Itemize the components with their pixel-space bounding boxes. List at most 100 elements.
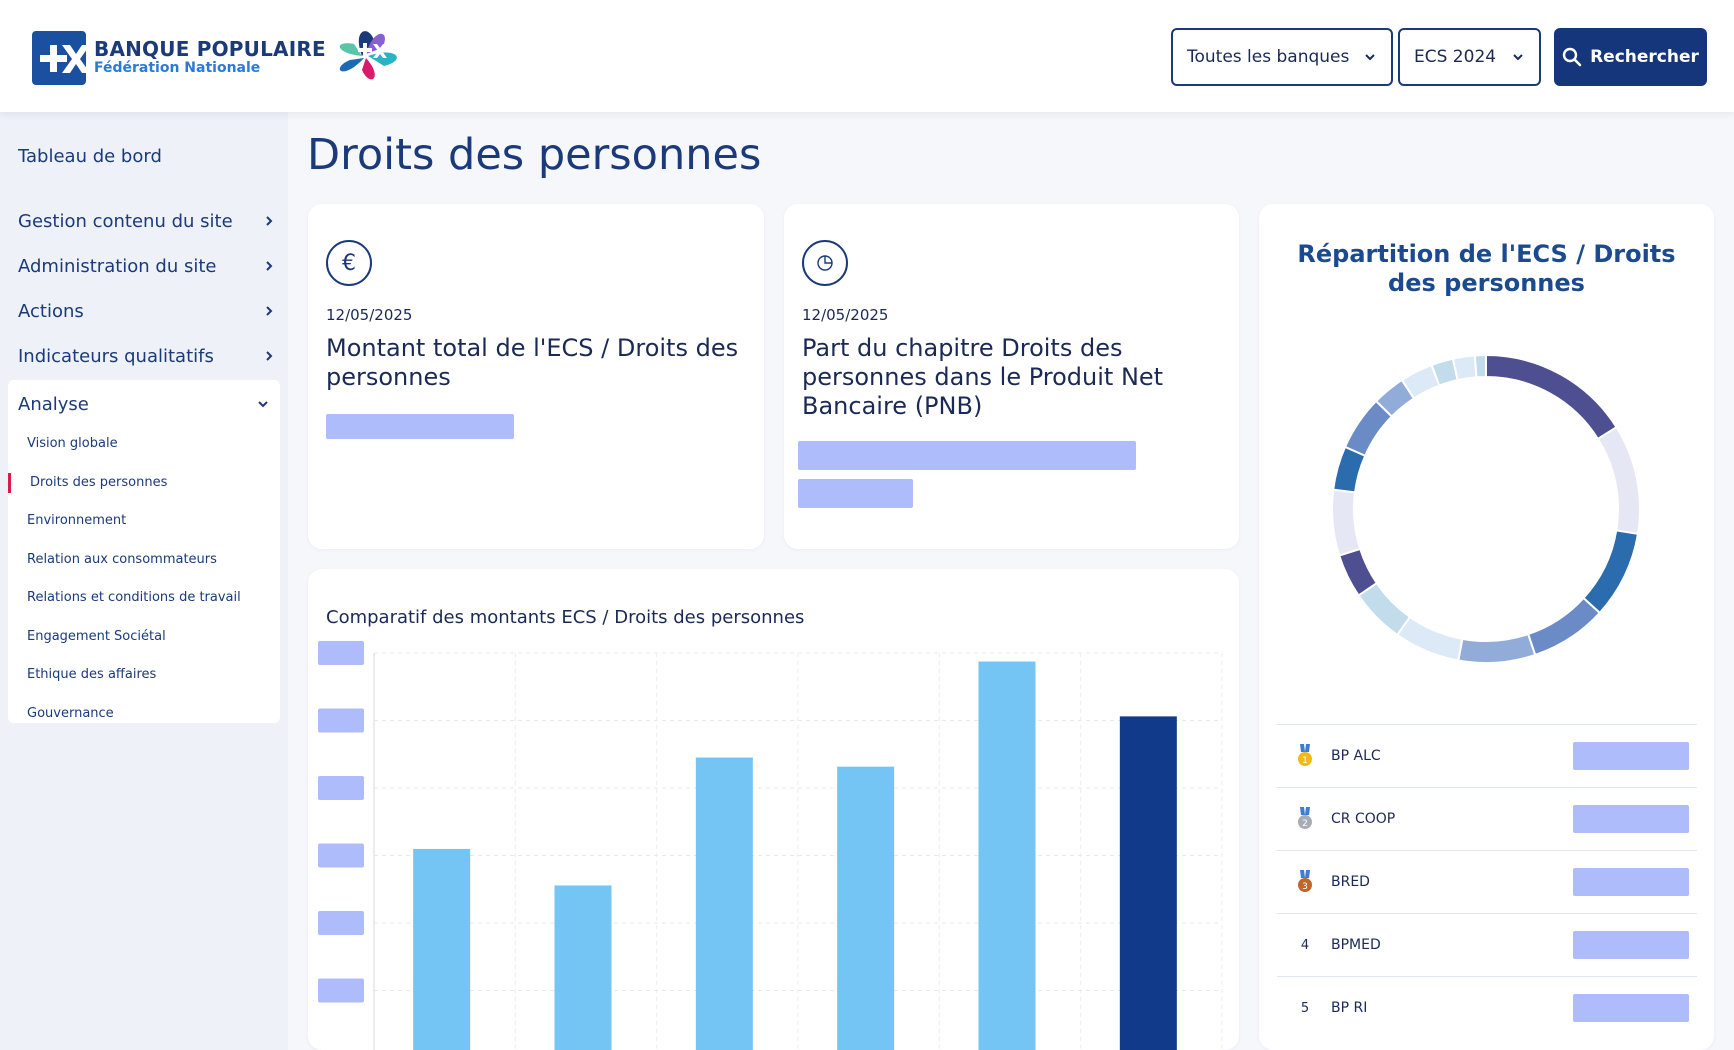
ranking-name: BP RI [1331, 1000, 1368, 1016]
chevron-right-icon [266, 351, 273, 361]
ranking-name: BP ALC [1331, 748, 1381, 764]
sidebar-subitem-consumer-relations[interactable]: Relation aux consommateurs [27, 552, 217, 567]
gold-medal-icon: 1 [1291, 744, 1319, 768]
chart-title: Comparatif des montants ECS / Droits des… [326, 607, 805, 628]
federation-emblem-icon [339, 31, 397, 80]
sidebar-item-dashboard[interactable]: Tableau de bord [18, 146, 162, 167]
kpi-card-total-amount: € 12/05/2025 Montant total de l'ECS / Dr… [308, 204, 764, 549]
donut-slice[interactable] [1473, 353, 1487, 379]
bank-select[interactable]: Toutes les banques [1171, 28, 1393, 86]
value-placeholder [1573, 868, 1689, 896]
bar[interactable] [978, 661, 1036, 1050]
sidebar-item-label: Gestion contenu du site [18, 210, 233, 232]
bronze-medal-icon: 3 [1291, 870, 1319, 894]
ranking-name: CR COOP [1331, 811, 1396, 827]
comparison-chart-card: Comparatif des montants ECS / Droits des… [308, 569, 1239, 1050]
kpi-date: 12/05/2025 [326, 306, 413, 324]
sidebar-item-content-management[interactable]: Gestion contenu du site [18, 206, 276, 236]
donut-slice[interactable] [1331, 488, 1362, 557]
svg-text:1: 1 [1302, 756, 1308, 766]
sidebar-subitem-global-view[interactable]: Vision globale [27, 436, 118, 451]
page-title: Droits des personnes [307, 130, 762, 180]
value-placeholder [1573, 805, 1689, 833]
donut-slice[interactable] [1457, 632, 1537, 664]
sidebar-subitem-human-rights[interactable]: Droits des personnes [30, 475, 168, 490]
sidebar-item-label: Actions [18, 300, 84, 322]
sidebar-subitem-business-ethics[interactable]: Ethique des affaires [27, 667, 157, 682]
donut-slice[interactable] [1582, 529, 1640, 615]
svg-text:2: 2 [1302, 819, 1308, 829]
sidebar-subitem-environment[interactable]: Environnement [27, 513, 127, 528]
chevron-down-icon [1513, 54, 1523, 61]
bar[interactable] [1119, 716, 1177, 1050]
sidebar-item-site-admin[interactable]: Administration du site [18, 251, 276, 281]
y-tick-label-placeholder [318, 641, 364, 665]
ranking-row[interactable]: 1 BP ALC [1277, 724, 1697, 787]
euro-icon: € [326, 240, 372, 286]
value-placeholder [1573, 742, 1689, 770]
brand-subtitle: Fédération Nationale [94, 60, 261, 76]
kpi-date: 12/05/2025 [802, 306, 889, 324]
sidebar-item-actions[interactable]: Actions [18, 296, 276, 326]
ranking-name: BRED [1331, 874, 1370, 890]
brand-title: BANQUE POPULAIRE [94, 37, 326, 61]
comparison-bar-chart [318, 641, 1223, 1050]
sidebar: Tableau de bord Gestion contenu du site … [0, 112, 288, 1050]
y-tick-label-placeholder [318, 708, 364, 733]
value-placeholder [1573, 994, 1689, 1022]
kpi-card-pnb-share: 12/05/2025 Part du chapitre Droits des p… [784, 204, 1239, 549]
chevron-right-icon [266, 261, 273, 271]
sidebar-item-analyse[interactable]: Analyse [18, 390, 270, 418]
banque-populaire-logo[interactable] [32, 31, 90, 85]
y-tick-label-placeholder [318, 978, 364, 1003]
y-tick-label-placeholder [318, 843, 364, 868]
sidebar-item-label: Administration du site [18, 255, 217, 277]
ranking-row[interactable]: 2 CR COOP [1277, 787, 1697, 850]
sidebar-item-qualitative-indicators[interactable]: Indicateurs qualitatifs [18, 341, 276, 371]
bar[interactable] [413, 848, 471, 1050]
donut-slice[interactable] [1395, 615, 1464, 662]
active-indicator [8, 473, 11, 493]
bar[interactable] [554, 885, 612, 1050]
chevron-down-icon [1365, 54, 1375, 61]
search-button-label: Rechercher [1590, 47, 1699, 67]
bar[interactable] [695, 757, 753, 1050]
sidebar-item-label: Analyse [18, 393, 89, 415]
chevron-down-icon [258, 401, 268, 408]
rank-number: 5 [1300, 1000, 1310, 1016]
donut-slice[interactable] [1526, 596, 1602, 657]
distribution-card: Répartition de l'ECS / Droits des person… [1259, 204, 1714, 1050]
y-tick-label-placeholder [318, 776, 364, 800]
rank-number: 4 [1300, 937, 1310, 953]
sidebar-section-analyse: Analyse Vision globale Droits des person… [8, 380, 280, 723]
distribution-title: Répartition de l'ECS / Droits des person… [1297, 240, 1676, 297]
bar[interactable] [837, 766, 895, 1050]
y-tick-label-placeholder [318, 911, 364, 935]
top-header: BANQUE POPULAIRE Fédération Nationale To… [0, 0, 1734, 112]
silver-medal-icon: 2 [1291, 807, 1319, 831]
value-placeholder [1573, 931, 1689, 959]
chevron-right-icon [266, 306, 273, 316]
search-icon [1562, 47, 1582, 67]
ecs-year-select[interactable]: ECS 2024 [1398, 28, 1541, 86]
distribution-donut-chart [1331, 353, 1641, 664]
ranking-row[interactable]: 5 BP RI [1277, 976, 1697, 1039]
ranking-row[interactable]: 4 BPMED [1277, 913, 1697, 976]
donut-slice[interactable] [1596, 425, 1641, 536]
search-button[interactable]: Rechercher [1554, 28, 1707, 86]
sidebar-subitem-societal-engagement[interactable]: Engagement Sociétal [27, 629, 166, 644]
pie-chart-icon [802, 240, 848, 286]
sidebar-subitem-work-conditions[interactable]: Relations et conditions de travail [27, 590, 241, 605]
value-placeholder [326, 414, 514, 439]
value-placeholder [798, 441, 1136, 470]
sidebar-subitem-governance[interactable]: Gouvernance [27, 706, 114, 721]
donut-slice[interactable] [1485, 353, 1618, 441]
bank-select-value: Toutes les banques [1187, 47, 1350, 67]
ranking-name: BPMED [1331, 937, 1381, 953]
ecs-select-value: ECS 2024 [1414, 47, 1497, 67]
ranking-list: 1 BP ALC 2 CR COOP 3 BRED 4 BPMED 5 BP RI [1277, 724, 1697, 1039]
brand-text: BANQUE POPULAIRE Fédération Nationale [94, 38, 326, 76]
ranking-row[interactable]: 3 BRED [1277, 850, 1697, 913]
donut-slice[interactable] [1451, 354, 1478, 382]
chevron-right-icon [266, 216, 273, 226]
